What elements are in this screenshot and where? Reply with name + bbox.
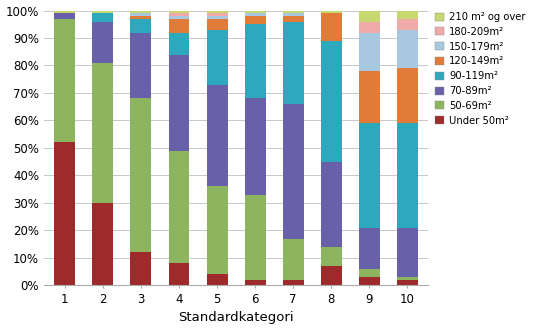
Bar — [207, 13, 228, 16]
Bar — [397, 280, 418, 285]
Bar — [168, 16, 189, 19]
Bar — [131, 33, 151, 98]
Bar — [92, 13, 114, 21]
Bar — [207, 274, 228, 285]
Bar — [207, 85, 228, 186]
Bar — [359, 33, 380, 71]
Bar — [397, 228, 418, 277]
Bar — [131, 13, 151, 16]
Bar — [397, 19, 418, 30]
Bar — [168, 54, 189, 151]
Bar — [245, 195, 265, 280]
Bar — [283, 239, 304, 280]
Bar — [397, 123, 418, 228]
Bar — [359, 228, 380, 269]
Bar — [321, 11, 342, 13]
Bar — [131, 252, 151, 285]
Bar — [359, 71, 380, 123]
Bar — [54, 143, 75, 285]
Bar — [92, 11, 114, 13]
Bar — [207, 11, 228, 13]
Bar — [207, 186, 228, 274]
Bar — [245, 13, 265, 16]
Bar — [131, 16, 151, 19]
Bar — [397, 30, 418, 68]
Bar — [359, 21, 380, 33]
Bar — [321, 13, 342, 41]
Bar — [359, 123, 380, 228]
Bar — [283, 11, 304, 13]
Bar — [397, 68, 418, 123]
Bar — [207, 19, 228, 30]
Bar — [92, 63, 114, 203]
Legend: 210 m² og over, 180-209m², 150-179m², 120-149m², 90-119m², 70-89m², 50-69m², Und: 210 m² og over, 180-209m², 150-179m², 12… — [433, 10, 528, 128]
Bar — [245, 16, 265, 24]
Bar — [283, 16, 304, 21]
Bar — [283, 21, 304, 104]
X-axis label: Standardkategori: Standardkategori — [179, 312, 294, 324]
Bar — [359, 11, 380, 21]
Bar — [245, 280, 265, 285]
Bar — [207, 30, 228, 85]
Bar — [131, 98, 151, 252]
Bar — [245, 11, 265, 13]
Bar — [54, 11, 75, 13]
Bar — [168, 33, 189, 54]
Bar — [397, 277, 418, 280]
Bar — [54, 13, 75, 19]
Bar — [245, 98, 265, 195]
Bar — [283, 104, 304, 239]
Bar — [321, 247, 342, 266]
Bar — [92, 203, 114, 285]
Bar — [168, 19, 189, 33]
Bar — [54, 19, 75, 143]
Bar — [321, 41, 342, 162]
Bar — [168, 151, 189, 263]
Bar — [359, 277, 380, 285]
Bar — [321, 162, 342, 247]
Bar — [397, 11, 418, 19]
Bar — [283, 13, 304, 16]
Bar — [168, 263, 189, 285]
Bar — [92, 21, 114, 63]
Bar — [207, 16, 228, 19]
Bar — [245, 24, 265, 98]
Bar — [168, 13, 189, 16]
Bar — [131, 19, 151, 33]
Bar — [283, 280, 304, 285]
Bar — [321, 266, 342, 285]
Bar — [359, 269, 380, 277]
Bar — [131, 11, 151, 13]
Bar — [168, 11, 189, 13]
